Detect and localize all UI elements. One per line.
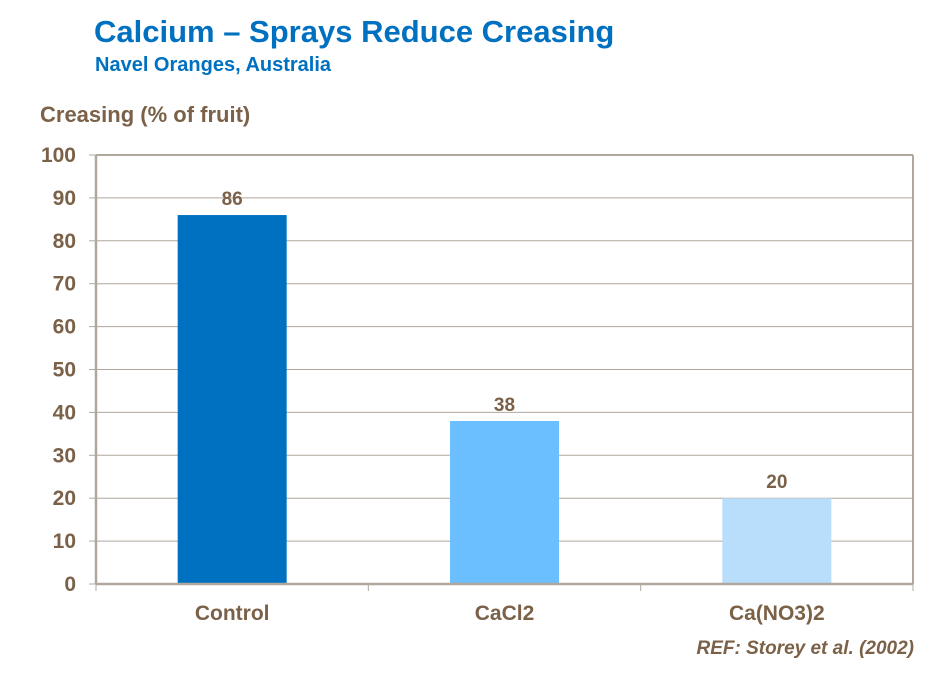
reference-note: REF: Storey et al. (2002) bbox=[696, 638, 914, 659]
x-tick-label: Control bbox=[195, 602, 270, 625]
y-tick-label: 70 bbox=[53, 273, 76, 296]
y-tick-label: 60 bbox=[53, 316, 76, 339]
y-tick-label: 40 bbox=[53, 401, 76, 424]
y-tick-label: 100 bbox=[41, 144, 76, 167]
data-label: 20 bbox=[766, 472, 787, 493]
y-tick-label: 30 bbox=[53, 444, 76, 467]
data-label: 86 bbox=[222, 189, 243, 210]
bar-ca-no3-2 bbox=[722, 498, 832, 584]
y-tick-label: 20 bbox=[53, 487, 76, 510]
y-tick-label: 0 bbox=[64, 573, 76, 596]
y-axis-label: Creasing (% of fruit) bbox=[40, 102, 251, 127]
data-label: 38 bbox=[494, 395, 515, 416]
y-tick-label: 10 bbox=[53, 530, 76, 553]
y-tick-label: 50 bbox=[53, 359, 76, 382]
y-tick-label: 80 bbox=[53, 230, 76, 253]
chart-subtitle: Navel Oranges, Australia bbox=[95, 54, 332, 76]
x-tick-label: Ca(NO3)2 bbox=[729, 602, 825, 625]
y-tick-label: 90 bbox=[53, 187, 76, 210]
x-tick-label: CaCl2 bbox=[475, 602, 535, 625]
bar-control bbox=[177, 215, 287, 584]
chart-title: Calcium – Sprays Reduce Creasing bbox=[94, 14, 615, 49]
bar-cacl2 bbox=[450, 420, 559, 584]
